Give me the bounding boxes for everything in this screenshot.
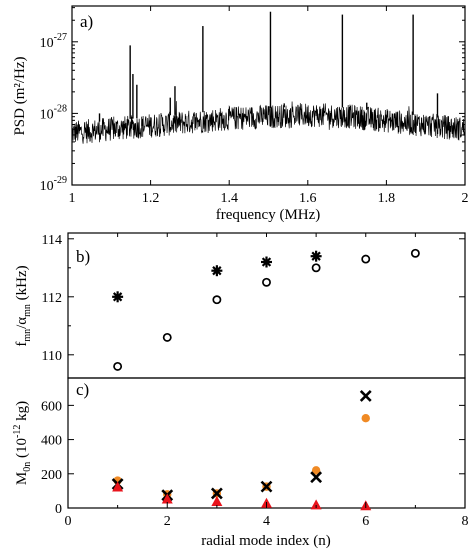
panel-c-xtick-label: 8 <box>462 514 469 529</box>
panel-b-ylabel-unit: (kHz) <box>14 265 30 304</box>
asterisk-stroke <box>261 257 272 267</box>
panel-a-ytick-label: 10-27 <box>40 32 67 51</box>
panel-a-ylabel: PSD (m²/Hz) <box>12 56 28 135</box>
x-cross-point <box>260 480 273 493</box>
panel-c-axes: 0 2 4 6 8 0 200 400 600 <box>41 399 469 529</box>
panel-a-xtick-label: 1 <box>69 191 76 206</box>
panel-b-label: b) <box>76 247 90 266</box>
open-circle-point <box>311 263 321 273</box>
panel-b-axes: 110 112 114 <box>42 233 465 364</box>
panel-a-xtick-label: 1.8 <box>378 191 396 206</box>
panel-c-label: c) <box>76 380 89 399</box>
red-triangle-point <box>112 481 124 492</box>
panel-c-ytick-label: 400 <box>41 434 62 449</box>
asterisk-point <box>310 250 322 262</box>
red-triangle-point <box>310 499 322 510</box>
asterisk-point <box>261 256 272 268</box>
panel-a-xtick-label: 2 <box>462 191 469 206</box>
panel-c-ytick-label: 200 <box>41 468 62 483</box>
asterisk-point <box>211 265 223 277</box>
x-cross-stroke <box>359 390 372 402</box>
psd-noise-trace <box>71 101 466 144</box>
panel-a-xtick-label: 1.2 <box>142 191 160 206</box>
psd-plot <box>71 11 466 144</box>
ratio-plot <box>112 248 420 371</box>
open-circle-point <box>162 332 172 342</box>
red-triangle-point <box>161 493 173 504</box>
panel-a-ytick-label: 10-28 <box>40 103 67 122</box>
open-circle-point <box>262 277 271 287</box>
panel-c: 0 2 4 6 8 0 200 400 600 c) radial mode index (n)… <box>12 377 469 549</box>
panel-b-ylabel-main: f <box>14 342 30 347</box>
panel-c-xlabel: radial mode index (n) <box>201 533 331 549</box>
panel-a-ytick-exponent: -29 <box>54 175 67 186</box>
panel-c-ylabel: M0n (10-12 kg) <box>12 401 33 485</box>
panel-c-ytick-label: 0 <box>55 502 62 517</box>
panel-c-xtick-label: 6 <box>362 514 369 529</box>
open-circle-point <box>212 295 222 305</box>
panel-c-xtick-label: 4 <box>263 514 270 529</box>
mass-plot <box>111 390 372 511</box>
x-cross-stroke <box>210 487 223 500</box>
orange-circle-point <box>311 466 321 475</box>
panel-a-ytick-exponent: -27 <box>54 32 67 43</box>
panel-a-frame <box>71 5 466 186</box>
panel-c-xtick-label: 0 <box>65 514 72 529</box>
x-cross-point <box>210 487 223 500</box>
panel-a-xtick-label: 1.6 <box>299 191 317 206</box>
panel-a-ytick-base: 10 <box>40 107 54 122</box>
x-cross-stroke <box>260 480 273 493</box>
panel-c-ylabel-open: (10 <box>14 438 30 462</box>
panel-a-ytick-base: 10 <box>40 179 54 194</box>
panel-b-ylabel-sub1: mn <box>22 329 33 342</box>
panel-a-ytick-label: 10-29 <box>40 175 67 194</box>
orange-circle-point <box>361 413 370 423</box>
panel-a-ytick-exponent: -28 <box>54 103 67 114</box>
x-cross-point <box>359 390 372 402</box>
panel-c-ylabel-sub: 0n <box>22 462 33 472</box>
open-circle-point <box>410 248 420 258</box>
red-triangle-point <box>211 496 223 507</box>
asterisk-stroke <box>112 292 123 302</box>
panel-c-ylabel-close: kg) <box>14 401 30 425</box>
panel-b-ytick-label: 110 <box>42 349 62 364</box>
panel-b-ytick-label: 112 <box>42 291 62 306</box>
panel-a-ytick-base: 10 <box>40 36 54 51</box>
panel-c-ylabel-main: M <box>14 472 30 485</box>
open-circle-point <box>113 361 123 371</box>
panel-c-ylabel-sup: -12 <box>12 425 23 438</box>
open-circle-point <box>361 254 371 264</box>
panel-a-xtick-label: 1.4 <box>220 191 238 206</box>
x-cross-stroke <box>310 471 323 484</box>
panel-c-ytick-label: 600 <box>41 399 62 414</box>
panel-a-xlabel: frequency (MHz) <box>216 207 321 223</box>
panel-b-frame <box>67 232 466 379</box>
asterisk-stroke <box>311 251 321 261</box>
panel-b-ytick-label: 114 <box>42 233 62 248</box>
x-cross-point <box>310 471 323 484</box>
panel-c-xtick-label: 2 <box>164 514 171 529</box>
panel-b-ylabel-sub2: mn <box>22 304 33 317</box>
panel-b-ylabel-slash: /α <box>14 317 30 329</box>
asterisk-stroke <box>212 266 222 276</box>
asterisk-point <box>112 291 124 303</box>
panel-b-ylabel: fmn/αmn (kHz) <box>14 265 33 346</box>
panel-a-label: a) <box>80 12 93 31</box>
